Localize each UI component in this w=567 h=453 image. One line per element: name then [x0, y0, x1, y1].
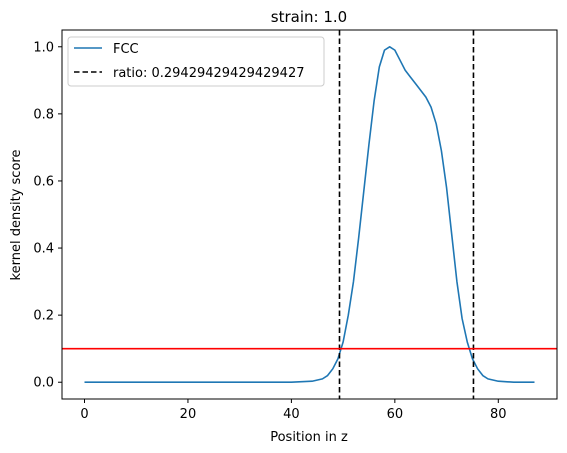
- y-tick-label: 1.0: [33, 40, 54, 55]
- axes-frame: [61, 29, 558, 400]
- x-tick-label: 40: [283, 407, 300, 422]
- chart-title: strain: 1.0: [271, 8, 347, 26]
- series-line-fcc: [84, 45, 535, 384]
- y-tick-label: 0.8: [33, 107, 54, 122]
- legend-box: [67, 36, 325, 87]
- y-axis-label: kernel density score: [9, 150, 24, 281]
- x-axis-label: Position in z: [270, 430, 348, 445]
- plot-area: [62, 30, 557, 399]
- x-tick-label: 80: [490, 407, 507, 422]
- x-tick-label: 60: [387, 407, 404, 422]
- legend-entry-ratio: ratio: 0.29429429429429427: [113, 66, 305, 81]
- x-tick-label: 0: [80, 407, 88, 422]
- y-tick-label: 0.4: [33, 242, 54, 257]
- legend-entry-fcc: FCC: [113, 42, 139, 57]
- legend: FCC ratio: 0.29429429429429427: [67, 36, 325, 87]
- y-tick-label: 0.2: [33, 309, 54, 324]
- y-tick-label: 0.0: [33, 376, 54, 391]
- axes: 0 20 40 60 80 0.0 0.2 0.4 0.6 0.8 1.0: [33, 29, 558, 422]
- y-tick-label: 0.6: [33, 174, 54, 189]
- x-tick-label: 20: [180, 407, 197, 422]
